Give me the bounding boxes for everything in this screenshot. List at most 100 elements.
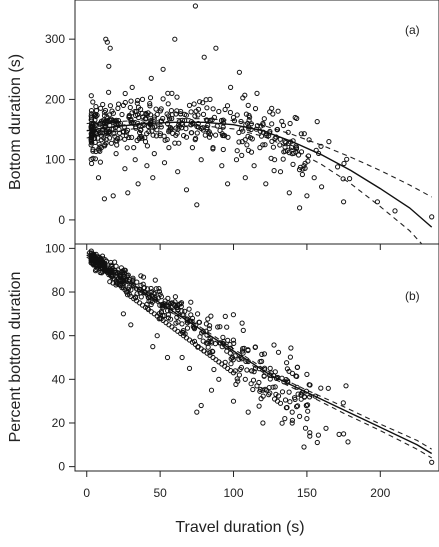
panel-a-point-457 xyxy=(279,118,285,124)
panel-b-point-556 xyxy=(303,403,309,409)
panel-b-point-214 xyxy=(199,330,205,336)
panel-b-point-408 xyxy=(284,360,290,366)
panel-b-point-282 xyxy=(261,351,267,357)
panel-b-xtick-label-100: 100 xyxy=(224,486,244,500)
panel-a-point-196 xyxy=(231,118,238,124)
panel-b-point-249 xyxy=(172,294,178,300)
panel-a-point-67 xyxy=(254,90,260,97)
panel-a-ytick-label-0: 0 xyxy=(58,213,65,227)
panel-b-point-434 xyxy=(174,314,180,320)
panel-b-point-518 xyxy=(275,393,282,399)
panel-b-point-534 xyxy=(282,416,288,422)
panel-a-point-477 xyxy=(179,121,186,128)
panel-a-point-61 xyxy=(236,69,242,75)
panel-a-point-420 xyxy=(302,160,308,166)
panel-a-point-433 xyxy=(298,149,305,155)
panel-a-point-434 xyxy=(207,118,213,124)
panel-a-point-219 xyxy=(335,164,341,170)
panel-a-point-297 xyxy=(347,176,353,182)
panel-b-point-83 xyxy=(186,365,193,371)
panel-b-point-95 xyxy=(274,398,281,404)
panel-b-point-97 xyxy=(301,444,307,450)
panel-b-point-435 xyxy=(268,370,274,376)
panel-b-point-94 xyxy=(267,365,273,371)
panel-a-point-16 xyxy=(125,190,131,196)
panel-b-point-466 xyxy=(284,366,290,372)
panel-b-point-213 xyxy=(282,397,289,403)
panel-b-point-79 xyxy=(164,354,171,361)
panel-a-point-64 xyxy=(245,102,251,109)
panel-b-point-215 xyxy=(336,431,342,437)
panel-a-point-422 xyxy=(246,117,252,123)
panel-b-point-490 xyxy=(92,268,99,274)
panel-a-points xyxy=(88,3,435,220)
panel-b-point-452 xyxy=(188,312,194,318)
panel-a-point-44 xyxy=(189,145,195,151)
panel-a-point-372 xyxy=(160,96,166,102)
panel-a-point-490 xyxy=(221,120,227,126)
panel-b-point-267 xyxy=(345,439,351,445)
panel-a-point-26 xyxy=(144,163,150,169)
panel-a-point-208 xyxy=(90,99,96,105)
panel-a-point-405 xyxy=(102,107,109,114)
panel-a-point-277 xyxy=(247,135,254,141)
panel-a-point-42 xyxy=(183,187,190,193)
x-axis-label: Travel duration (s) xyxy=(175,519,304,536)
panel-b-point-550 xyxy=(100,258,106,265)
panel-b-xtick-label-50: 50 xyxy=(153,486,167,500)
panel-b-point-400 xyxy=(249,368,255,374)
panel-a-point-449 xyxy=(172,140,178,146)
panel-a-point-358 xyxy=(267,128,273,135)
panel-b-point-402 xyxy=(224,324,230,330)
panel-b-point-250 xyxy=(191,338,198,344)
panel-a-point-289 xyxy=(192,113,198,119)
panel-a-point-303 xyxy=(305,153,312,159)
panel-b-point-461 xyxy=(252,344,258,350)
panel-a-point-476 xyxy=(188,122,194,128)
panel-a-point-455 xyxy=(240,128,246,134)
panel-a-point-85 xyxy=(326,139,332,145)
panel-a-point-453 xyxy=(97,144,103,150)
panel-a-point-460 xyxy=(200,125,206,131)
panel-b-point-228 xyxy=(239,320,245,326)
panel-a-point-445 xyxy=(341,160,347,167)
panel-b-point-498 xyxy=(175,307,181,313)
panel-b-point-465 xyxy=(256,366,262,372)
panel-a-point-164 xyxy=(257,128,263,134)
panel-a-point-312 xyxy=(220,124,226,130)
panel-a-point-506 xyxy=(89,140,95,146)
panel-b-point-536 xyxy=(258,396,264,402)
panel-b-point-391 xyxy=(140,274,147,280)
panel-a-point-94 xyxy=(174,94,180,100)
panel-b-point-65 xyxy=(248,381,254,387)
panel-a-point-431 xyxy=(287,139,294,145)
panel-a-point-462 xyxy=(116,101,122,107)
panel-b-point-559 xyxy=(295,391,301,397)
panel-b-point-548 xyxy=(294,373,300,379)
panel-a-point-429 xyxy=(96,141,102,147)
panel-b-point-178 xyxy=(272,384,278,390)
panel-a-ytick-label-100: 100 xyxy=(45,153,65,167)
panel-b-point-557 xyxy=(196,319,202,325)
panel-a-point-285 xyxy=(248,121,254,127)
panel-a-point-228 xyxy=(108,140,115,146)
panel-a-point-430 xyxy=(88,121,95,127)
panel-b-point-275 xyxy=(228,356,234,362)
panel-b-point-353 xyxy=(257,388,263,394)
panel-a-point-129 xyxy=(260,129,266,135)
panel-a-point-102 xyxy=(93,104,99,110)
panel-b-point-438 xyxy=(120,272,126,278)
panel-b-point-555 xyxy=(107,270,113,276)
panel-b-point-421 xyxy=(153,297,159,303)
panel-b-point-503 xyxy=(160,305,166,311)
panel-b-point-406 xyxy=(133,286,139,292)
panel-b-point-473 xyxy=(227,350,233,356)
panel-b-point-471 xyxy=(294,384,300,390)
panel-a-point-54 xyxy=(216,108,222,115)
panel-a-point-160 xyxy=(234,112,240,118)
panel-b-point-476 xyxy=(178,300,185,306)
panel-a-point-48 xyxy=(198,157,204,163)
panel-a-point-491 xyxy=(225,134,231,140)
panel-a-point-30 xyxy=(151,151,157,157)
panel-b-point-137 xyxy=(215,324,221,330)
